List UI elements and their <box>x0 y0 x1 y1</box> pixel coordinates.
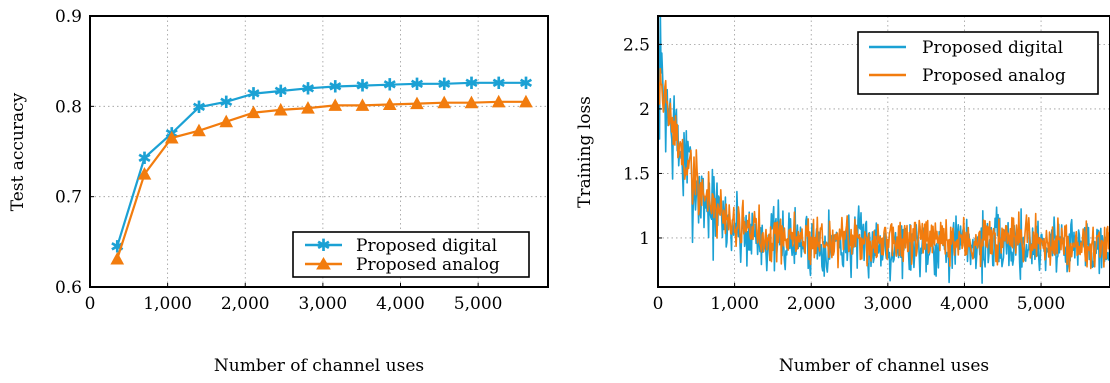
data-point-digital: ✱ <box>437 75 451 95</box>
data-point-analog <box>519 94 533 108</box>
data-point-digital: ✱ <box>219 93 233 113</box>
series-lines: ✱ ✱ ✱ ✱ ✱ ✱ ✱ ✱ ✱ ✱ ✱ ✱ ✱ ✱ ✱ ✱ <box>110 74 533 265</box>
x-tick-label: 0 <box>653 294 664 314</box>
data-point-analog <box>410 96 424 110</box>
y-tick-label: 2.5 <box>623 35 650 55</box>
y-axis-label: Training loss <box>575 96 595 208</box>
legend-label-digital: Proposed digital <box>922 38 1063 58</box>
data-point-analog <box>137 167 152 180</box>
data-point-digital: ✱ <box>383 76 397 96</box>
data-point-digital: ✱ <box>192 98 206 118</box>
series-line-analog <box>658 67 1110 273</box>
data-point-digital: ✱ <box>301 79 315 99</box>
y-tick-label: 1 <box>639 229 650 249</box>
legend-marker-digital: ✱ <box>316 236 330 256</box>
y-tick-label: 2 <box>639 100 650 120</box>
legend: Proposed digital Proposed analog <box>857 31 1099 95</box>
y-tick-label: 1.5 <box>623 164 650 184</box>
x-tick-label: 4,000 <box>376 294 425 314</box>
data-point-digital: ✱ <box>110 237 124 257</box>
y-tick-label: 0.7 <box>55 188 82 208</box>
tick-labels: 0 1,000 2,000 3,000 4,000 5,000 1 1.5 2 2.5 <box>623 15 1110 314</box>
data-point-digital: ✱ <box>410 75 424 95</box>
series-line-analog <box>116 100 526 260</box>
legend: ✱ Proposed digital Proposed analog <box>292 231 530 278</box>
legend-label-analog: Proposed analog <box>356 255 500 275</box>
plot-frame <box>657 15 1110 288</box>
data-point-digital: ✱ <box>519 74 533 94</box>
x-tick-label: 5,000 <box>1017 294 1066 314</box>
data-point-analog <box>164 130 179 144</box>
x-tick-label: 5,000 <box>454 294 503 314</box>
data-point-analog <box>273 102 288 116</box>
y-tick-label: 0.6 <box>55 278 82 298</box>
x-tick-label: 1,000 <box>143 294 192 314</box>
data-point-analog <box>437 95 452 109</box>
legend-label-analog: Proposed analog <box>922 66 1066 86</box>
tick-labels: 0 1,000 2,000 3,000 4,000 5,000 0.6 0.7 0.8 0.9 <box>55 7 503 314</box>
data-point-analog <box>355 98 370 111</box>
data-point-digital: ✱ <box>464 74 478 94</box>
x-tick-label: 3,000 <box>299 294 348 314</box>
data-point-digital: ✱ <box>274 82 288 102</box>
x-tick-label: 1,000 <box>710 294 759 314</box>
plot-frame <box>89 15 549 288</box>
data-point-analog <box>219 114 234 128</box>
x-axis-label: Number of channel uses <box>214 356 424 376</box>
x-tick-label: 0 <box>85 294 96 314</box>
legend-box <box>292 231 530 278</box>
legend-box <box>857 31 1099 95</box>
data-point-digital: ✱ <box>492 74 506 94</box>
data-point-analog <box>464 95 479 109</box>
data-point-digital: ✱ <box>137 149 151 169</box>
data-point-analog <box>491 94 506 108</box>
series-lines <box>658 16 1110 284</box>
legend-label-digital: Proposed digital <box>356 236 497 256</box>
data-point-analog <box>328 98 343 111</box>
data-point-analog <box>382 97 397 111</box>
y-axis-label: Test accuracy <box>8 92 28 211</box>
legend-marker-analog <box>316 257 331 270</box>
data-point-analog <box>301 101 315 114</box>
x-tick-label: 4,000 <box>940 294 989 314</box>
series-line-digital <box>116 81 526 247</box>
x-tick-label: 2,000 <box>221 294 270 314</box>
data-point-analog <box>110 251 125 265</box>
y-tick-label: 0.9 <box>55 7 82 27</box>
test-accuracy-chart: ✱ ✱ ✱ ✱ ✱ ✱ ✱ ✱ ✱ ✱ ✱ ✱ ✱ ✱ ✱ ✱ 0 1,000 2,000 3,000 4,000 5,… <box>8 7 549 376</box>
data-point-digital: ✱ <box>246 85 260 105</box>
data-point-digital: ✱ <box>355 77 369 97</box>
x-tick-label: 3,000 <box>863 294 912 314</box>
training-loss-chart: 0 1,000 2,000 3,000 4,000 5,000 1 1.5 2 2.5 Numbe… <box>575 15 1110 376</box>
data-point-analog <box>192 123 206 137</box>
y-tick-label: 0.8 <box>55 97 82 117</box>
x-axis-label: Number of channel uses <box>779 356 989 376</box>
data-point-digital: ✱ <box>328 77 342 97</box>
x-tick-label: 2,000 <box>787 294 836 314</box>
data-point-analog <box>246 105 261 119</box>
